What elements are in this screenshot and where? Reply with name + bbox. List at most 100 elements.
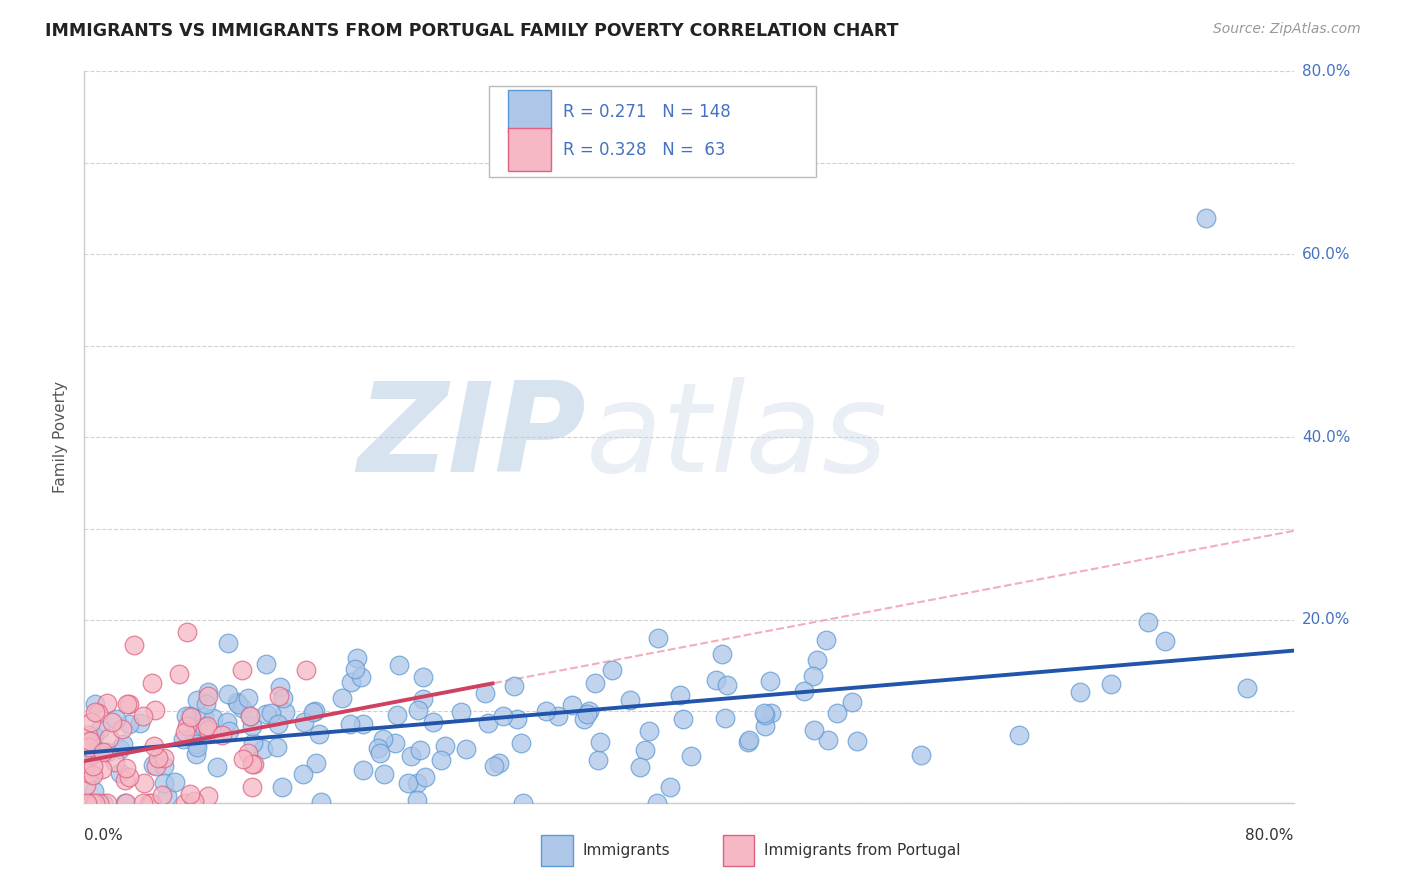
Point	[1154, 634, 1177, 648]
Point	[180, 710, 202, 724]
Point	[96, 745, 118, 759]
Point	[108, 766, 131, 780]
Point	[477, 715, 499, 730]
Point	[759, 706, 782, 721]
Point	[752, 706, 775, 720]
Point	[634, 743, 657, 757]
Point	[803, 723, 825, 737]
Point	[260, 706, 283, 720]
Point	[793, 684, 815, 698]
Text: Immigrants: Immigrants	[582, 843, 671, 858]
Point	[638, 724, 661, 739]
Point	[114, 772, 136, 787]
Text: Immigrants from Portugal: Immigrants from Portugal	[763, 843, 960, 858]
Point	[215, 714, 238, 729]
Point	[122, 638, 145, 652]
Point	[422, 715, 444, 730]
Point	[89, 722, 111, 736]
Point	[197, 789, 219, 803]
Point	[132, 796, 155, 810]
Point	[104, 755, 127, 769]
Point	[169, 667, 191, 681]
Point	[474, 686, 496, 700]
Point	[83, 796, 105, 810]
Text: Family Poverty: Family Poverty	[52, 381, 67, 493]
Point	[368, 746, 391, 760]
Point	[205, 759, 228, 773]
FancyBboxPatch shape	[723, 835, 754, 866]
Point	[172, 732, 194, 747]
Text: atlas: atlas	[586, 376, 889, 498]
FancyBboxPatch shape	[508, 90, 551, 133]
Point	[373, 766, 395, 780]
Point	[305, 756, 328, 770]
Point	[304, 704, 326, 718]
Point	[266, 740, 288, 755]
Point	[115, 796, 138, 810]
Point	[240, 780, 263, 794]
Point	[547, 709, 569, 723]
Point	[309, 795, 332, 809]
Point	[295, 663, 318, 677]
Point	[179, 787, 201, 801]
Point	[87, 706, 110, 721]
Point	[271, 780, 294, 794]
Point	[142, 757, 165, 772]
Point	[179, 709, 201, 723]
Text: 60.0%: 60.0%	[1302, 247, 1350, 261]
Point	[176, 718, 198, 732]
Point	[79, 739, 101, 754]
Point	[240, 719, 263, 733]
Point	[117, 698, 139, 712]
Point	[406, 792, 429, 806]
Point	[132, 709, 155, 723]
Point	[143, 703, 166, 717]
Point	[153, 751, 176, 765]
Point	[412, 692, 434, 706]
Point	[77, 728, 100, 742]
Point	[111, 722, 134, 736]
Point	[825, 706, 848, 721]
Text: 80.0%: 80.0%	[1302, 64, 1350, 78]
Point	[239, 709, 262, 723]
Point	[156, 789, 179, 804]
Point	[176, 709, 198, 723]
Point	[117, 770, 139, 784]
Point	[454, 742, 477, 756]
Point	[1008, 728, 1031, 742]
Point	[243, 757, 266, 772]
Point	[183, 729, 205, 743]
Point	[384, 736, 406, 750]
Point	[266, 717, 288, 731]
Point	[399, 749, 422, 764]
Point	[217, 687, 239, 701]
Point	[91, 745, 114, 759]
Text: ZIP: ZIP	[357, 376, 586, 498]
Point	[502, 679, 524, 693]
Point	[138, 796, 160, 810]
Point	[679, 749, 702, 764]
Point	[754, 719, 776, 733]
Point	[226, 695, 249, 709]
Point	[152, 759, 174, 773]
Point	[231, 700, 253, 714]
Point	[75, 778, 97, 792]
Point	[183, 794, 205, 808]
Point	[578, 704, 600, 718]
Point	[482, 758, 505, 772]
Point	[396, 775, 419, 789]
Point	[801, 669, 824, 683]
FancyBboxPatch shape	[508, 128, 551, 171]
Point	[352, 717, 374, 731]
Point	[672, 712, 695, 726]
Point	[346, 651, 368, 665]
Point	[589, 735, 612, 749]
Point	[83, 783, 105, 797]
Point	[174, 796, 197, 810]
Point	[450, 705, 472, 719]
Point	[141, 796, 163, 810]
Point	[488, 756, 510, 771]
Point	[238, 746, 260, 760]
Point	[145, 758, 167, 772]
Point	[141, 676, 163, 690]
